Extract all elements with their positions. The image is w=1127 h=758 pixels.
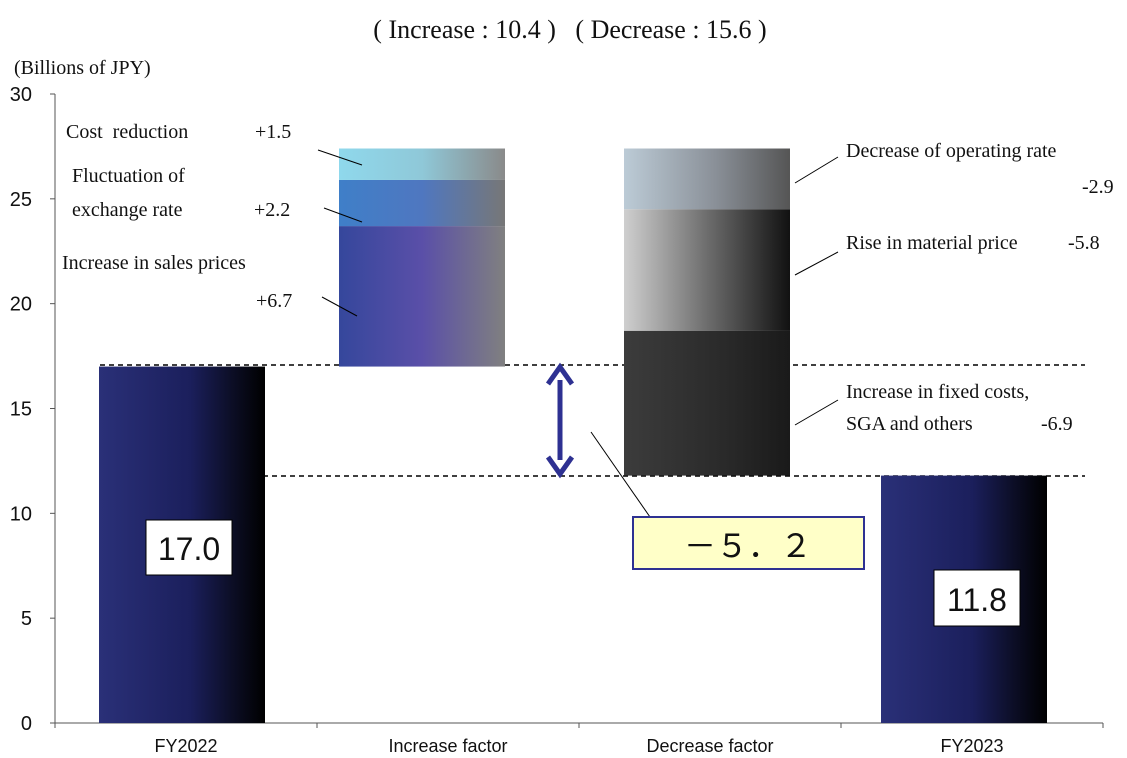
material-leader [794,251,839,276]
cost-reduction-leader [317,149,363,166]
fx-label-line2: exchange rate [72,199,183,221]
y-axis-label: (Billions of JPY) [14,57,151,79]
fx-leader [323,207,363,223]
cost-reduction-label: Cost reduction [66,121,188,143]
y-ticks: 0 5 10 15 20 25 30 [10,84,55,735]
fy2023-value-box [933,569,1021,627]
material-label: Rise in material price [846,232,1018,254]
y-tick-label: 15 [10,399,32,421]
bar-increase-sales-prices [339,226,505,367]
operating-rate-value: -2.9 [1082,176,1114,198]
cost-reduction-value: +1.5 [255,121,291,143]
sales-value: +6.7 [256,290,292,312]
y-tick-label: 30 [10,84,32,106]
bar-decrease-material-price [624,209,790,331]
x-tick-label: FY2023 [940,736,1003,756]
net-change-label: －５．２ [684,528,812,564]
y-tick-label: 5 [21,608,32,630]
y-tick-label: 20 [10,294,32,316]
change-arrow [545,362,575,479]
y-tick-label: 10 [10,503,32,525]
fy2022-value-label: 17.0 [158,531,220,567]
operating-rate-leader [794,156,839,184]
x-tick-label: Decrease factor [646,736,773,756]
sales-leader [321,296,358,317]
fixed-costs-label-line1: Increase in fixed costs, [846,381,1029,403]
operating-rate-label: Decrease of operating rate [846,140,1057,162]
sales-label-line1: Increase in sales prices [62,252,246,274]
material-value: -5.8 [1068,232,1100,254]
bar-increase-cost-reduction [339,148,505,180]
chart-header: ( Increase : 10.4 ) ( Decrease : 15.6 ) [373,15,766,44]
fixed-costs-value: -6.9 [1041,413,1073,435]
fx-label-line1: Fluctuation of [72,165,185,187]
fy2023-value-label: 11.8 [947,582,1007,618]
bars [99,148,1047,723]
net-change-callout-line [590,431,651,518]
bar-increase-exchange-rate [339,179,505,227]
fixed-costs-label-line2: SGA and others [846,413,973,435]
bar-decrease-operating-rate [624,148,790,210]
y-tick-label: 25 [10,189,32,211]
fy2022-value-box [145,519,233,576]
net-change-box [632,516,865,570]
y-tick-label: 0 [21,713,32,735]
bar-decrease-fixed-costs [624,330,790,476]
fixed-costs-leader [794,399,839,426]
fx-value: +2.2 [254,199,290,221]
x-ticks: FY2022 Increase factor Decrease factor FY20… [54,723,1104,756]
x-tick-label: Increase factor [388,736,507,756]
x-tick-label: FY2022 [154,736,217,756]
